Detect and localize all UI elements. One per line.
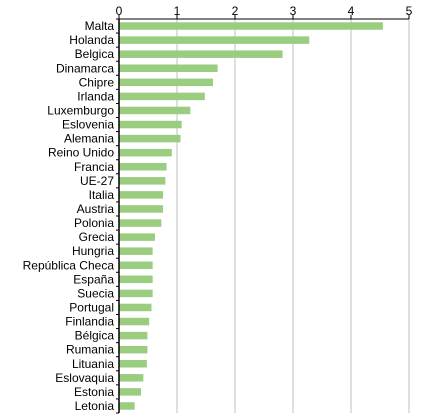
bar [119, 345, 148, 354]
x-tick-label: 0 [116, 4, 123, 18]
category-label: Finlandia [65, 315, 114, 329]
bar [119, 50, 283, 58]
x-tick-label: 3 [290, 4, 297, 18]
category-label: Luxemburgo [47, 103, 114, 117]
category-label: Irlanda [77, 89, 114, 103]
category-label: Estonia [74, 385, 114, 399]
category-label: Austria [77, 202, 115, 216]
bar [119, 148, 172, 157]
bar [119, 289, 153, 298]
bar [119, 92, 205, 101]
category-label: Grecia [79, 230, 115, 244]
category-label: Rumania [66, 343, 114, 357]
x-tick-label: 2 [232, 4, 239, 18]
bar [119, 219, 162, 227]
category-label: Polonia [74, 216, 114, 230]
bar [119, 303, 152, 312]
category-labels: MaltaHolandaBelgicaDinamarcaChipreIrland… [23, 19, 115, 413]
category-label: Reino Unido [48, 146, 114, 160]
bar [119, 374, 144, 382]
category-label: Italia [89, 188, 115, 202]
category-label: Francia [74, 160, 114, 174]
bar [119, 233, 155, 241]
category-label: Suecia [77, 286, 114, 300]
category-label: Bélgica [75, 329, 115, 343]
bar [119, 120, 182, 129]
category-label: Letonia [75, 399, 115, 413]
bar [119, 247, 153, 255]
bar [119, 106, 191, 115]
bar [119, 261, 153, 269]
axes [116, 15, 410, 414]
bar [119, 36, 310, 44]
bar [119, 317, 150, 326]
category-label: Belgica [75, 47, 115, 61]
bar [119, 388, 142, 396]
category-label: UE-27 [80, 174, 114, 188]
x-tick-label: 4 [348, 4, 355, 18]
bar [119, 177, 166, 185]
category-label: Lituania [72, 357, 114, 371]
x-tick-labels: 0 1 2 3 4 5 [116, 4, 413, 18]
category-label: República Checa [23, 258, 115, 272]
category-label: Chipre [79, 75, 115, 89]
bar [119, 275, 153, 284]
category-label: Portugal [69, 300, 114, 314]
category-label: Eslovaquia [55, 371, 114, 385]
category-label: Holanda [69, 33, 114, 47]
category-label: Hungria [72, 244, 114, 258]
category-label: España [73, 272, 114, 286]
bar [119, 134, 181, 143]
bar [119, 64, 218, 72]
bar [119, 205, 164, 213]
bar [119, 22, 383, 30]
x-tick-label: 5 [406, 4, 413, 18]
bar [119, 331, 148, 340]
bar [119, 360, 147, 368]
bars [119, 22, 383, 410]
bar [119, 191, 164, 199]
bar [119, 402, 135, 410]
gridlines [176, 19, 410, 413]
category-label: Malta [85, 19, 115, 33]
category-label: Eslovenia [62, 118, 114, 132]
bar [119, 163, 167, 171]
bar [119, 78, 213, 87]
x-tick-label: 1 [174, 4, 181, 18]
category-label: Dinamarca [56, 61, 114, 75]
category-label: Alemania [64, 132, 114, 146]
